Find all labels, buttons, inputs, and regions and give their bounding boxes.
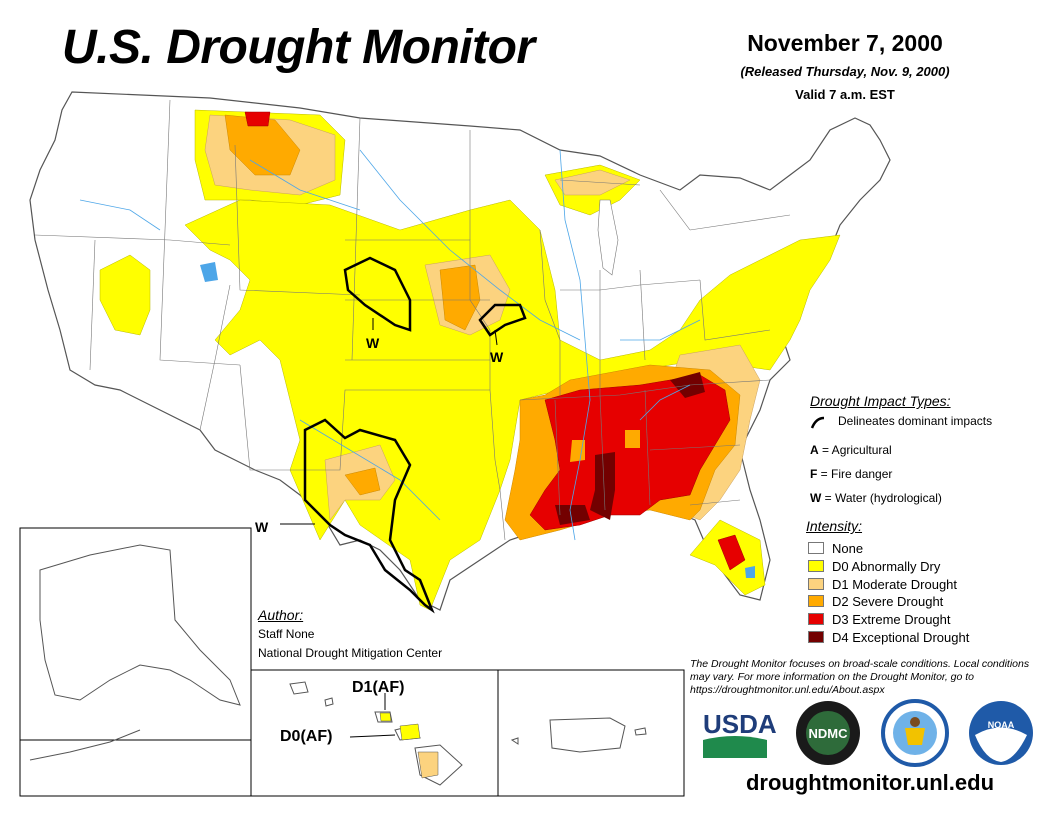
lake-michigan <box>597 199 619 276</box>
svg-text:NDMC: NDMC <box>809 726 849 741</box>
impact-boundaries <box>303 256 527 614</box>
alaska-outline <box>39 544 241 706</box>
legend-item-d0: D0 Abnormally Dry <box>808 558 940 574</box>
author-name: Staff None <box>258 627 315 641</box>
intensity-legend-heading: Intensity: <box>806 518 863 534</box>
d2-pocket <box>625 430 640 448</box>
aleutians <box>29 729 141 761</box>
legend-item-d1: D1 Moderate Drought <box>808 576 957 592</box>
impact-item-water: W = Water (hydrological) <box>810 491 942 505</box>
impact-label-w-iowa: W <box>490 349 504 365</box>
hawaii-label-d1: D1(AF) <box>352 679 404 696</box>
swatch-d1 <box>808 578 824 590</box>
puerto-rico-inset <box>497 669 685 797</box>
impact-item-fire: F = Fire danger <box>810 467 893 481</box>
vieques-island <box>634 727 647 736</box>
impact-label-w-nebraska: W <box>366 335 380 351</box>
valid-time: Valid 7 a.m. EST <box>795 87 895 102</box>
lake-okeechobee <box>745 566 755 578</box>
swatch-d4 <box>808 631 824 643</box>
puerto-rico-outline <box>549 717 626 753</box>
impact-label-w-texas: W <box>255 519 269 535</box>
disclaimer-text: The Drought Monitor focuses on broad-sca… <box>690 658 1030 696</box>
legend-item-none: None <box>808 540 863 556</box>
website-link[interactable]: droughtmonitor.unl.edu <box>745 770 995 795</box>
swatch-d3 <box>808 613 824 625</box>
author-heading: Author: <box>258 607 304 623</box>
noaa-logo: NOAA <box>969 701 1033 765</box>
impact-pointers <box>280 318 498 525</box>
state-borders <box>34 99 791 541</box>
swatch-d0 <box>808 560 824 572</box>
d3-areas <box>244 111 746 571</box>
ndmc-logo: NDMC <box>796 701 860 765</box>
doc-seal-logo <box>881 699 949 767</box>
svg-text:USDA: USDA <box>703 709 777 739</box>
impact-item-agricultural: A = Agricultural <box>810 443 892 457</box>
great-salt-lake <box>200 262 218 282</box>
hawaii-label-d0: D0(AF) <box>280 728 332 745</box>
d4-areas <box>555 372 705 525</box>
report-date: November 7, 2000 <box>747 30 943 56</box>
svg-text:NOAA: NOAA <box>988 720 1015 730</box>
hawaii-d0-pointer <box>349 734 396 738</box>
usda-logo: USDA <box>703 709 777 758</box>
d2-pocket <box>570 440 585 462</box>
impact-line-label: Delineates dominant impacts <box>838 414 993 428</box>
legend-item-d3: D3 Extreme Drought <box>808 611 951 627</box>
hawaii-inset <box>250 669 499 797</box>
swatch-none <box>808 542 824 554</box>
impact-legend-heading: Drought Impact Types: <box>810 393 951 409</box>
legend-item-d4: D4 Exceptional Drought <box>808 629 969 645</box>
rivers <box>79 149 701 541</box>
hawaii-drought <box>379 712 439 779</box>
impact-line-sample <box>810 416 825 429</box>
legend-item-d2: D2 Severe Drought <box>808 593 943 609</box>
author-org: National Drought Mitigation Center <box>258 646 443 660</box>
page-title: U.S. Drought Monitor <box>62 21 535 74</box>
swatch-d2 <box>808 595 824 607</box>
mona-island <box>510 737 519 745</box>
release-date: (Released Thursday, Nov. 9, 2000) <box>740 64 950 79</box>
